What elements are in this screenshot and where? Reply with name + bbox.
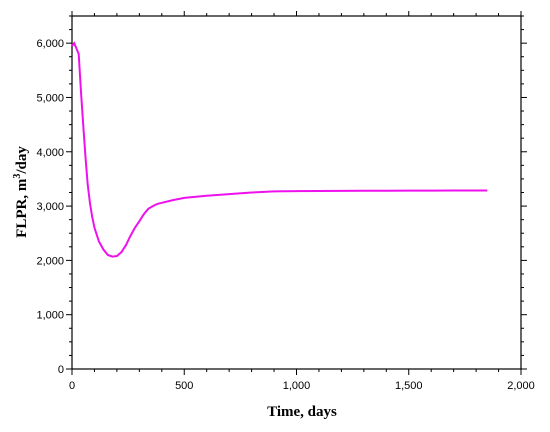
y-tick-label: 0 — [58, 364, 64, 376]
y-axis-title-suffix: /day — [14, 146, 30, 175]
x-tick-label: 1,500 — [395, 380, 423, 392]
plot-frame — [71, 15, 522, 370]
y-axis-title: FLPR, m3/day — [12, 146, 30, 238]
tick-labels: 0 500 1,000 1,500 2,000 0 1,000 2,000 3,000 4,000… — [36, 38, 534, 392]
x-tick-label: 500 — [175, 380, 193, 392]
y-tick-label: 4,000 — [36, 147, 64, 159]
y-tick-label: 5,000 — [36, 92, 64, 104]
y-tick-label: 2,000 — [36, 255, 64, 267]
y-tick-label: 1,000 — [36, 310, 64, 322]
x-tick-label: 0 — [69, 380, 75, 392]
flpr-series-line — [71, 41, 488, 258]
x-tick-label: 1,000 — [283, 380, 311, 392]
y-tick-label: 3,000 — [36, 201, 64, 213]
x-axis-title: Time, days — [267, 404, 337, 420]
axis-ticks — [66, 11, 527, 375]
y-axis-title-sup: 3 — [12, 174, 23, 179]
y-axis-title-prefix: FLPR, m — [14, 178, 30, 238]
y-tick-label: 6,000 — [36, 38, 64, 50]
x-tick-label: 2,000 — [507, 380, 535, 392]
